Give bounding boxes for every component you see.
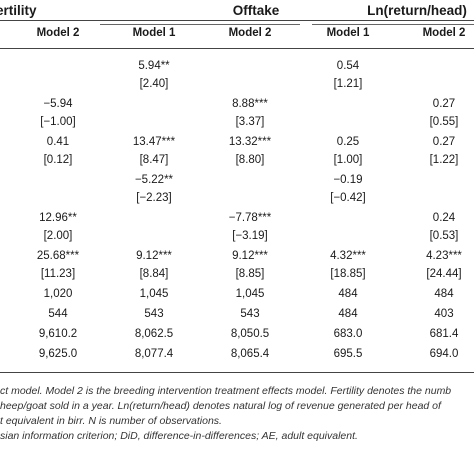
table-cell: 1,020 — [43, 288, 73, 300]
table-cell: 8.88*** — [232, 98, 268, 110]
table-cell: [1.21] — [333, 78, 363, 90]
table-cell: [1.22] — [429, 154, 459, 166]
table-cell: 0.54 — [336, 60, 360, 72]
table-cell: [0.53] — [429, 230, 459, 242]
table-cell: [2.00] — [43, 230, 73, 242]
table-cell: 1,045 — [139, 288, 169, 300]
group-header-offtake: Offtake — [232, 3, 280, 18]
table-cell: 13.47*** — [132, 136, 176, 148]
table-cell: 8,062.5 — [134, 328, 174, 340]
table-cell: [8.47] — [139, 154, 169, 166]
note-line: ct model. Model 2 is the breeding interv… — [0, 385, 452, 397]
column-header: Model 1 — [326, 27, 370, 39]
table-cell: 4.23*** — [426, 250, 462, 262]
table-cell: 13.32*** — [228, 136, 272, 148]
table-cell: 1,045 — [235, 288, 265, 300]
table-cell: −7.78*** — [228, 212, 272, 224]
table-cell: 9,625.0 — [38, 348, 78, 360]
table-cell: 8,050.5 — [230, 328, 270, 340]
table-cell: [2.40] — [139, 78, 169, 90]
table-cell: [8.84] — [139, 268, 169, 280]
table-cell: [−0.42] — [330, 192, 366, 204]
table-cell: 25.68*** — [36, 250, 80, 262]
table-cell: 0.41 — [46, 136, 70, 148]
table-cell: 9,610.2 — [38, 328, 78, 340]
group-rule-offtake — [100, 24, 300, 25]
note-line: heep/goat sold in a year. Ln(return/head… — [0, 400, 441, 412]
table-cell: 12.96** — [39, 212, 77, 224]
table-cell: 543 — [144, 308, 164, 320]
header-rule — [0, 48, 474, 49]
table-notes: ct model. Model 2 is the breeding interv… — [0, 384, 474, 444]
table-cell: 681.4 — [429, 328, 459, 340]
table-cell: 0.25 — [336, 136, 360, 148]
table-cell: −5.94 — [43, 98, 73, 110]
table-cell: 8,065.4 — [230, 348, 270, 360]
table-cell: 543 — [240, 308, 260, 320]
table-cell: [8.85] — [235, 268, 265, 280]
table-cell: 8,077.4 — [134, 348, 174, 360]
note-line: sian information criterion; DiD, differe… — [0, 430, 358, 442]
table-cell: 0.27 — [432, 98, 456, 110]
table-cell: 9.12*** — [232, 250, 268, 262]
table-cell: 683.0 — [333, 328, 363, 340]
table-cell: [11.23] — [40, 268, 76, 280]
table-cell: 484 — [434, 288, 454, 300]
table-cell: 695.5 — [333, 348, 363, 360]
table-cell: 4.32*** — [330, 250, 366, 262]
table-cell: [8.80] — [235, 154, 265, 166]
table-cell: [−2.23] — [136, 192, 172, 204]
table-cell: [−3.19] — [232, 230, 268, 242]
table-cell: 484 — [338, 288, 358, 300]
table-cell: [3.37] — [235, 116, 265, 128]
table-cell: 403 — [434, 308, 454, 320]
group-rule-lnreturn — [312, 24, 474, 25]
table-cell: [1.00] — [333, 154, 363, 166]
note-line: t equivalent in birr. N is number of obs… — [0, 415, 222, 427]
table-cell: 544 — [48, 308, 68, 320]
table-cell: [24.44] — [426, 268, 462, 280]
table-cell: [−1.00] — [40, 116, 76, 128]
group-header-lnreturn: Ln(return/head) — [367, 3, 467, 18]
column-header: Model 2 — [422, 27, 466, 39]
table-cell: −0.19 — [333, 174, 363, 186]
table-cell: [18.85] — [330, 268, 366, 280]
column-header: Model 2 — [228, 27, 272, 39]
column-header: Model 1 — [132, 27, 176, 39]
bottom-rule — [0, 372, 474, 373]
column-header: Model 2 — [36, 27, 80, 39]
table-cell: 694.0 — [429, 348, 459, 360]
table-cell: 484 — [338, 308, 358, 320]
table-cell: 5.94** — [138, 60, 170, 72]
table-cell: −5.22** — [134, 174, 174, 186]
table-cell: [0.12] — [43, 154, 73, 166]
table-cell: 0.27 — [432, 136, 456, 148]
table-cell: 9.12*** — [136, 250, 172, 262]
group-header-fertility: ertility — [0, 3, 37, 18]
top-rule — [0, 20, 474, 21]
table-cell: 0.24 — [432, 212, 456, 224]
table-cell: [0.55] — [429, 116, 459, 128]
